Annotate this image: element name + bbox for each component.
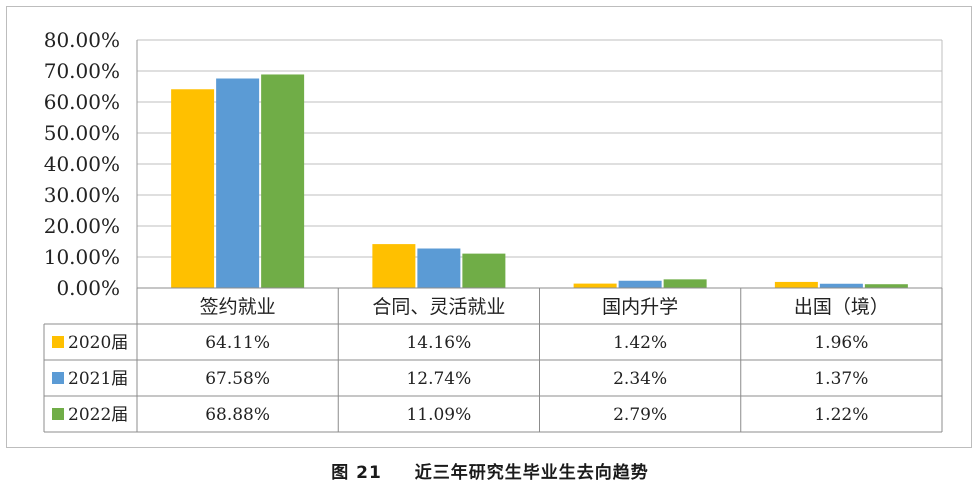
figure-caption: 图 21 近三年研究生毕业生去向趋势: [0, 458, 980, 483]
category-label: 出国（境）: [794, 296, 889, 318]
data-cell-value: 2.79%: [613, 405, 667, 425]
y-tick-label: 0.00%: [56, 276, 120, 300]
bar-1-4: [774, 281, 818, 288]
data-cell-value: 12.74%: [406, 369, 471, 389]
bar-3-4: [864, 284, 908, 288]
data-cell-value: 14.16%: [406, 333, 471, 353]
bar-3-3: [663, 279, 707, 288]
data-cell-value: 68.88%: [205, 405, 270, 425]
category-label: 合同、灵活就业: [372, 296, 505, 318]
data-cell-value: 1.22%: [814, 405, 868, 425]
y-tick-label: 80.00%: [44, 28, 120, 52]
bar-2-2: [417, 248, 461, 288]
caption-text: 近三年研究生毕业生去向趋势: [414, 463, 649, 483]
bar-2-4: [819, 283, 863, 288]
data-cell-value: 1.37%: [814, 369, 868, 389]
bar-2-3: [618, 280, 662, 288]
legend-swatch: [52, 372, 64, 384]
y-tick-label: 30.00%: [44, 183, 120, 207]
data-cell-value: 11.09%: [406, 405, 471, 425]
category-label: 签约就业: [200, 296, 276, 318]
bar-1-1: [171, 89, 215, 288]
bar-3-2: [462, 253, 506, 288]
data-cell-value: 1.42%: [613, 333, 667, 353]
y-tick-label: 10.00%: [44, 245, 120, 269]
chart-frame: [6, 6, 972, 448]
data-cell-value: 2.34%: [613, 369, 667, 389]
y-tick-label: 70.00%: [44, 59, 120, 83]
legend-label: 2021届: [68, 369, 128, 389]
bar-2-1: [216, 78, 260, 288]
caption-figure-number: 图 21: [331, 463, 382, 483]
data-cell-value: 64.11%: [205, 333, 270, 353]
y-tick-label: 50.00%: [44, 121, 120, 145]
y-tick-label: 60.00%: [44, 90, 120, 114]
legend-label: 2022届: [68, 405, 128, 425]
legend-swatch: [52, 336, 64, 348]
bar-3-1: [261, 74, 305, 288]
bar-1-2: [372, 244, 416, 288]
legend-label: 2020届: [68, 333, 128, 353]
y-tick-label: 40.00%: [44, 152, 120, 176]
category-label: 国内升学: [602, 296, 678, 318]
y-tick-label: 20.00%: [44, 214, 120, 238]
bar-chart: 0.00% 10.00% 20.00% 30.00% 40.00% 50.00% 60.00…: [43, 28, 943, 433]
legend-swatch: [52, 408, 64, 420]
bar-1-3: [573, 283, 617, 288]
data-cell-value: 67.58%: [205, 369, 270, 389]
data-cell-value: 1.96%: [814, 333, 868, 353]
